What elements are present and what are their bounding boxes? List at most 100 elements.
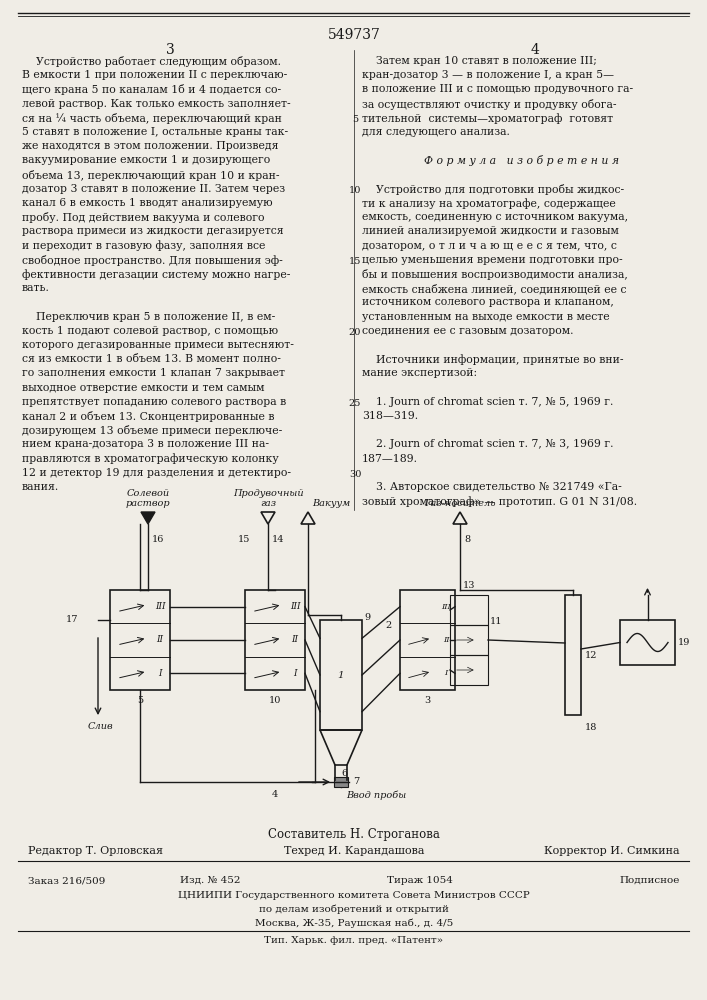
Text: Заказ 216/509: Заказ 216/509 <box>28 876 105 885</box>
Text: 11: 11 <box>490 617 503 626</box>
Text: 187—189.: 187—189. <box>362 454 418 464</box>
Bar <box>450 625 488 655</box>
Text: 4: 4 <box>530 43 539 57</box>
Text: целью уменьшения времени подготовки про-: целью уменьшения времени подготовки про- <box>362 255 623 265</box>
Text: Составитель Н. Строганова: Составитель Н. Строганова <box>268 828 440 841</box>
Text: 15: 15 <box>349 257 361 266</box>
Text: фективности дегазации систему можно нагре-: фективности дегазации систему можно нагр… <box>22 269 291 280</box>
Text: и переходит в газовую фазу, заполняя все: и переходит в газовую фазу, заполняя все <box>22 241 265 251</box>
Text: ся из емкости 1 в объем 13. В момент полно-: ся из емкости 1 в объем 13. В момент пол… <box>22 354 281 364</box>
Bar <box>110 590 170 690</box>
Text: Тип. Харьк. фил. пред. «Патент»: Тип. Харьк. фил. пред. «Патент» <box>264 936 443 945</box>
Text: тительной  системы—хроматограф  готовят: тительной системы—хроматограф готовят <box>362 113 613 124</box>
Text: 16: 16 <box>152 536 164 544</box>
Text: соединения ее с газовым дозатором.: соединения ее с газовым дозатором. <box>362 326 573 336</box>
Text: пробу. Под действием вакуума и солевого: пробу. Под действием вакуума и солевого <box>22 212 264 223</box>
Text: канал 6 в емкость 1 вводят анализируемую: канал 6 в емкость 1 вводят анализируемую <box>22 198 273 208</box>
Polygon shape <box>141 512 155 524</box>
Text: 9: 9 <box>364 612 370 621</box>
Text: Устройство работает следующим образом.: Устройство работает следующим образом. <box>22 56 281 67</box>
Text: же находятся в этом положении. Произведя: же находятся в этом положении. Произведя <box>22 141 279 151</box>
Bar <box>620 620 675 665</box>
Text: ся на ¼ часть объема, переключающий кран: ся на ¼ часть объема, переключающий кран <box>22 113 282 124</box>
Text: III: III <box>441 603 451 611</box>
Text: вакуумирование емкости 1 и дозирующего: вакуумирование емкости 1 и дозирующего <box>22 155 270 165</box>
Text: в положение III и с помощью продувочного га-: в положение III и с помощью продувочного… <box>362 84 633 94</box>
Text: дозатором, о т л и ч а ю щ е е с я тем, что, с: дозатором, о т л и ч а ю щ е е с я тем, … <box>362 241 617 251</box>
Text: Тираж 1054: Тираж 1054 <box>387 876 453 885</box>
Text: II: II <box>156 636 163 645</box>
Text: 30: 30 <box>349 470 361 479</box>
Text: кран-дозатор 3 — в положение I, а кран 5—: кран-дозатор 3 — в положение I, а кран 5… <box>362 70 614 80</box>
Bar <box>450 655 488 685</box>
Text: 3. Авторское свидетельство № 321749 «Га-: 3. Авторское свидетельство № 321749 «Га- <box>362 482 621 492</box>
Text: I: I <box>158 669 162 678</box>
Bar <box>450 595 488 625</box>
Text: 17: 17 <box>66 615 78 624</box>
Text: 318—319.: 318—319. <box>362 411 418 421</box>
Text: вать.: вать. <box>22 283 50 293</box>
Text: вания.: вания. <box>22 482 59 492</box>
Text: Москва, Ж-35, Раушская наб., д. 4/5: Москва, Ж-35, Раушская наб., д. 4/5 <box>255 919 453 928</box>
Bar <box>245 590 305 690</box>
Text: Вакуум: Вакуум <box>312 499 350 508</box>
Text: Переключив кран 5 в положение II, в ем-: Переключив кран 5 в положение II, в ем- <box>22 312 275 322</box>
Text: 8: 8 <box>464 536 470 544</box>
Text: 5: 5 <box>137 696 143 705</box>
Text: 15: 15 <box>238 536 250 544</box>
Text: выходное отверстие емкости и тем самым: выходное отверстие емкости и тем самым <box>22 383 264 393</box>
Text: III: III <box>155 602 165 611</box>
Text: Продувочный
газ: Продувочный газ <box>233 489 303 508</box>
Text: нием крана-дозатора 3 в положение III на-: нием крана-дозатора 3 в положение III на… <box>22 439 269 449</box>
Bar <box>320 620 362 730</box>
Text: 4: 4 <box>272 790 278 799</box>
Text: Газ-носитель: Газ-носитель <box>424 499 496 508</box>
Text: Устройство для подготовки пробы жидкос-: Устройство для подготовки пробы жидкос- <box>362 184 624 195</box>
Text: мание экспертизой:: мание экспертизой: <box>362 368 477 378</box>
Text: источником солевого раствора и клапаном,: источником солевого раствора и клапаном, <box>362 297 614 307</box>
Text: 1. Journ of chromat scien т. 7, № 5, 1969 г.: 1. Journ of chromat scien т. 7, № 5, 196… <box>362 397 614 407</box>
Text: Источники информации, принятые во вни-: Источники информации, принятые во вни- <box>362 354 624 365</box>
Text: дозатор 3 ставят в положение II. Затем через: дозатор 3 ставят в положение II. Затем ч… <box>22 184 285 194</box>
Text: Ввод пробы: Ввод пробы <box>346 790 407 800</box>
Text: 20: 20 <box>349 328 361 337</box>
Text: бы и повышения воспроизводимости анализа,: бы и повышения воспроизводимости анализа… <box>362 269 628 280</box>
Text: объема 13, переключающий кран 10 и кран-: объема 13, переключающий кран 10 и кран- <box>22 170 279 181</box>
Text: 10: 10 <box>349 186 361 195</box>
Text: II: II <box>443 636 449 644</box>
Text: III: III <box>290 602 300 611</box>
Text: Ф о р м у л а   и з о б р е т е н и я: Ф о р м у л а и з о б р е т е н и я <box>424 155 619 166</box>
Text: кость 1 подают солевой раствор, с помощью: кость 1 подают солевой раствор, с помощь… <box>22 326 278 336</box>
Text: 12: 12 <box>585 650 597 660</box>
Text: Корректор И. Симкина: Корректор И. Симкина <box>544 846 680 856</box>
Text: В емкости 1 при положении II с переключаю-: В емкости 1 при положении II с переключа… <box>22 70 287 80</box>
Text: 25: 25 <box>349 399 361 408</box>
Text: 3: 3 <box>165 43 175 57</box>
Text: II: II <box>291 636 298 645</box>
Text: ЦНИИПИ Государственного комитета Совета Министров СССР: ЦНИИПИ Государственного комитета Совета … <box>178 891 530 900</box>
Text: 5 ставят в положение I, остальные краны так-: 5 ставят в положение I, остальные краны … <box>22 127 288 137</box>
Text: Редактор Т. Орловская: Редактор Т. Орловская <box>28 846 163 856</box>
Text: 7: 7 <box>353 778 359 786</box>
Text: свободное пространство. Для повышения эф-: свободное пространство. Для повышения эф… <box>22 255 283 266</box>
Text: дозирующем 13 объеме примеси переключе-: дозирующем 13 объеме примеси переключе- <box>22 425 282 436</box>
Text: раствора примеси из жидкости дегазируется: раствора примеси из жидкости дегазируетс… <box>22 226 284 236</box>
Text: го заполнения емкости 1 клапан 7 закрывает: го заполнения емкости 1 клапан 7 закрыва… <box>22 368 285 378</box>
Text: за осуществляют очистку и продувку обога-: за осуществляют очистку и продувку обога… <box>362 99 617 110</box>
Text: 5: 5 <box>352 115 358 124</box>
Text: щего крана 5 по каналам 1б и 4 подается со-: щего крана 5 по каналам 1б и 4 подается … <box>22 84 281 95</box>
Text: 549737: 549737 <box>327 28 380 42</box>
Text: 2: 2 <box>386 620 392 630</box>
Text: 12 и детектор 19 для разделения и детектиро-: 12 и детектор 19 для разделения и детект… <box>22 468 291 478</box>
Text: которого дегазированные примеси вытесняют-: которого дегазированные примеси вытесняю… <box>22 340 294 350</box>
Text: 14: 14 <box>272 536 284 544</box>
Text: 13: 13 <box>463 581 475 590</box>
Text: 10: 10 <box>269 696 281 705</box>
Text: емкость, соединенную с источником вакуума,: емкость, соединенную с источником вакуум… <box>362 212 628 222</box>
Text: емкость снабжена линией, соединяющей ее с: емкость снабжена линией, соединяющей ее … <box>362 283 626 294</box>
Text: Техред И. Карандашова: Техред И. Карандашова <box>284 846 424 856</box>
Text: 1: 1 <box>338 670 344 680</box>
Text: по делам изобретений и открытий: по делам изобретений и открытий <box>259 905 449 914</box>
Text: ти к анализу на хроматографе, содержащее: ти к анализу на хроматографе, содержащее <box>362 198 616 209</box>
Bar <box>400 590 455 690</box>
